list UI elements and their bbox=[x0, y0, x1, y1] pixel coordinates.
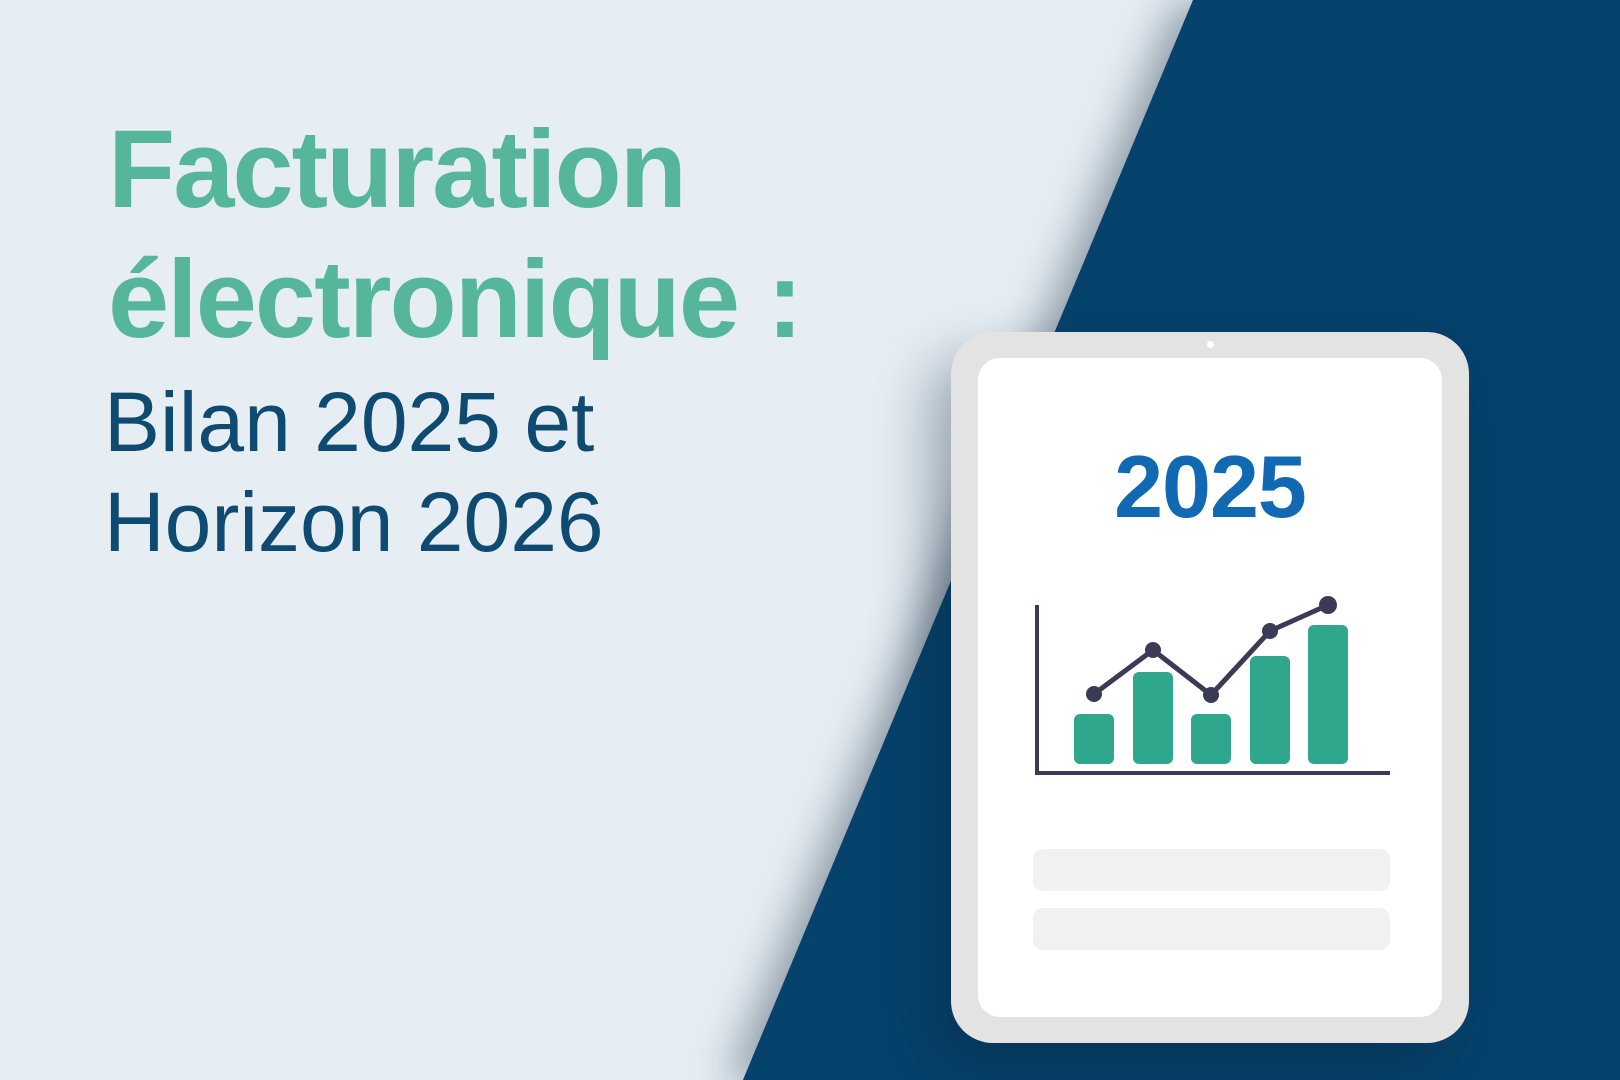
year-label: 2025 bbox=[1114, 437, 1307, 536]
title-line-1: Facturation bbox=[108, 108, 687, 231]
title-line-2: électronique : bbox=[108, 238, 803, 361]
page-subtitle: Bilan 2025 et Horizon 2026 bbox=[104, 372, 604, 572]
tablet-screen: 2025 bbox=[978, 358, 1442, 1017]
subtitle-line-1: Bilan 2025 et bbox=[104, 375, 595, 469]
text-placeholder-2 bbox=[1033, 908, 1390, 950]
page-title: Facturation électronique : bbox=[108, 105, 803, 365]
bar-line-chart bbox=[1035, 596, 1390, 775]
tablet-illustration: 2025 bbox=[951, 332, 1469, 1043]
text-placeholder-1 bbox=[1033, 849, 1390, 891]
subtitle-line-2: Horizon 2026 bbox=[104, 475, 604, 569]
tablet-camera-dot bbox=[1207, 341, 1214, 348]
